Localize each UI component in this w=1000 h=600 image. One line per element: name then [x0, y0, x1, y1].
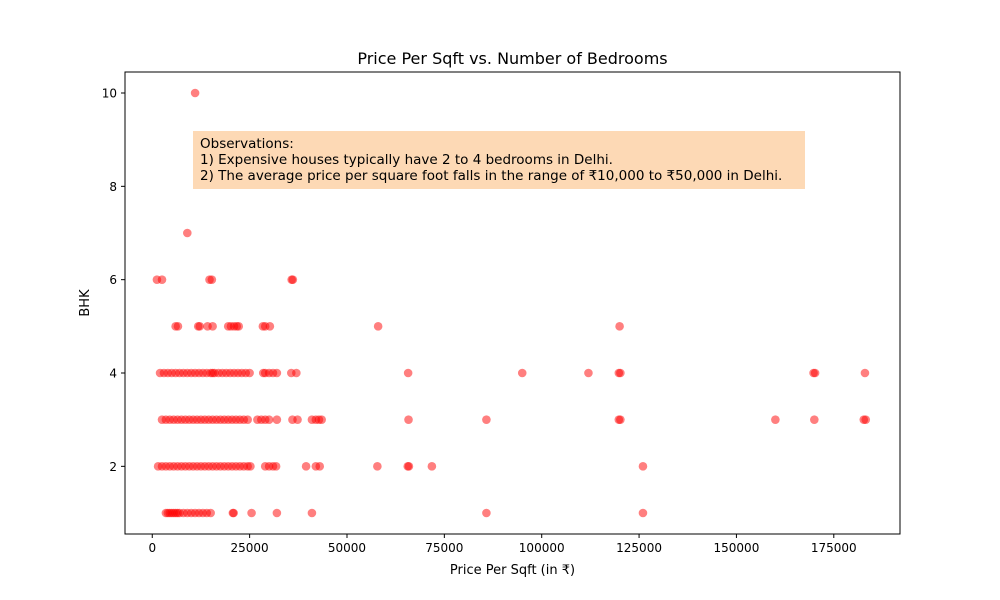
scatter-point: [482, 415, 491, 424]
y-tick-label: 4: [109, 367, 117, 381]
x-tick-label: 50000: [328, 541, 366, 555]
y-tick-label: 8: [109, 180, 117, 194]
scatter-point: [206, 508, 215, 518]
scatter-point: [173, 322, 183, 331]
scatter-point: [208, 322, 217, 331]
y-tick-label: 2: [109, 460, 117, 474]
scatter-point: [638, 508, 648, 518]
y-tick-label: 6: [109, 273, 117, 287]
plot-area-frame: [124, 71, 901, 535]
scatter-point: [288, 275, 298, 284]
scatter-point: [373, 322, 383, 331]
y-axis: 2 4 6 8 10: [102, 87, 125, 474]
x-tick-label: 150000: [714, 541, 760, 555]
scatter-point: [207, 275, 217, 284]
scatter-point: [861, 415, 871, 424]
scatter-point: [615, 322, 624, 331]
scatter-point: [860, 368, 870, 378]
scatter-point: [243, 415, 252, 424]
annotation-line-1: Observations:: [200, 136, 294, 152]
scatter-point: [584, 368, 593, 378]
scatter-point: [247, 508, 256, 518]
scatter-point: [245, 368, 254, 378]
scatter-point: [517, 368, 527, 378]
scatter-point: [195, 322, 205, 331]
x-axis: 0 25000 50000 75000 100000 125000 150000 175000: [148, 534, 857, 555]
x-axis-label: Price Per Sqft (in ₹): [450, 563, 575, 578]
scatter-point: [301, 462, 311, 471]
x-tick-label: 100000: [519, 541, 565, 555]
annotation-line-2: 1) Expensive houses typically have 2 to …: [200, 152, 613, 168]
scatter-point: [157, 275, 167, 284]
scatter-point: [616, 368, 625, 378]
scatter-point: [265, 322, 275, 331]
scatter-point: [482, 508, 491, 518]
scatter-point: [404, 415, 413, 424]
scatter-point: [403, 368, 413, 378]
y-tick-label: 10: [102, 87, 117, 101]
chart-title: Price Per Sqft vs. Number of Bedrooms: [357, 49, 667, 68]
scatter-point: [427, 462, 437, 471]
scatter-point: [315, 462, 325, 471]
x-tick-label: 0: [148, 541, 156, 555]
scatter-point: [246, 462, 255, 471]
scatter-point: [638, 462, 648, 471]
scatter-point: [264, 415, 274, 424]
scatter-point: [616, 415, 625, 424]
annotation-line-3: 2) The average price per square foot fal…: [200, 168, 782, 184]
scatter-point: [307, 508, 317, 518]
scatter-point: [183, 228, 192, 238]
scatter-point: [810, 368, 820, 378]
scatter-point: [404, 462, 414, 471]
scatter-point: [373, 462, 382, 471]
scatter-point: [234, 322, 244, 331]
scatter-point: [272, 508, 282, 518]
x-tick-label: 75000: [425, 541, 463, 555]
scatter-point: [293, 415, 302, 424]
scatter-point: [292, 368, 301, 378]
annotation-background: [193, 131, 805, 189]
scatter-point: [810, 415, 819, 424]
scatter-point: [771, 415, 780, 424]
scatter-points: [152, 88, 871, 518]
scatter-point: [190, 88, 200, 98]
x-tick-label: 125000: [616, 541, 662, 555]
scatter-point: [272, 415, 282, 424]
scatter-point: [317, 415, 326, 424]
scatter-point: [229, 508, 238, 518]
scatter-point: [271, 462, 281, 471]
y-axis-label: BHK: [78, 289, 93, 317]
scatter-point: [272, 368, 282, 378]
annotation-box: Observations: 1) Expensive houses typica…: [193, 131, 805, 189]
x-tick-label: 25000: [231, 541, 269, 555]
x-tick-label: 175000: [811, 541, 857, 555]
